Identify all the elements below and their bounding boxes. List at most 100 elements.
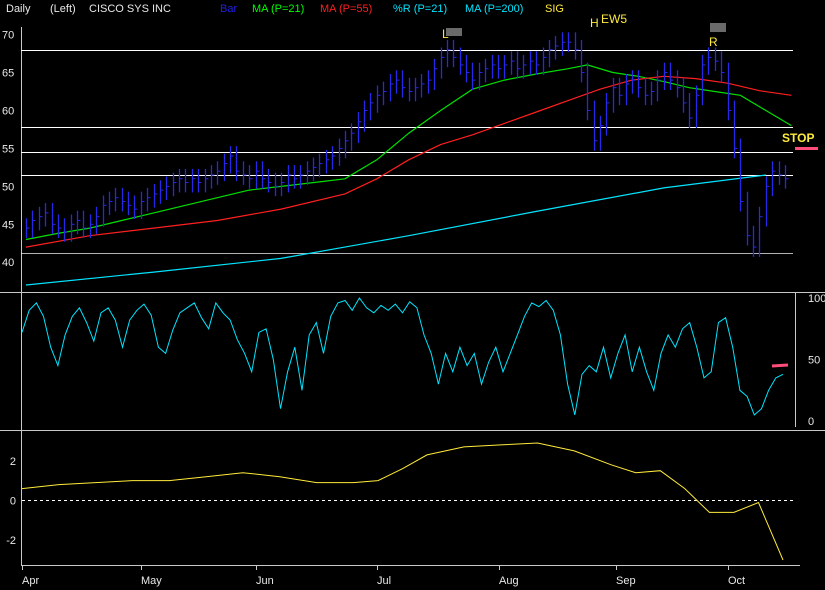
price-bar	[695, 85, 700, 128]
sig-tick-2: 2	[10, 456, 16, 468]
price-bar	[542, 47, 547, 75]
price-bar	[714, 47, 719, 72]
price-bar	[344, 130, 349, 159]
signal-panel: 2 0 -2	[6, 442, 795, 561]
price-bar	[51, 203, 56, 235]
price-bar	[338, 138, 343, 166]
r-marker-box	[710, 23, 726, 32]
price-bar	[778, 161, 783, 185]
price-bar	[293, 165, 298, 189]
price-axis-ticks: 70 65 60 55 50 45 40	[2, 30, 14, 270]
price-bar	[229, 146, 234, 174]
price-bar	[401, 70, 406, 98]
price-bar	[446, 39, 451, 68]
price-bar	[676, 70, 681, 98]
price-tick-55: 55	[2, 143, 14, 155]
annotation-stop: STOP	[782, 131, 814, 145]
price-bar	[548, 39, 553, 68]
price-bar	[707, 47, 712, 75]
series-ma21	[25, 64, 792, 241]
price-bar	[510, 51, 515, 75]
price-bar	[561, 32, 566, 56]
series-ma200	[25, 174, 766, 286]
price-bar	[733, 100, 738, 159]
period-label: Daily	[6, 3, 31, 15]
price-bar	[299, 165, 304, 189]
price-bar	[331, 146, 336, 170]
price-bar	[95, 206, 100, 235]
price-bar	[235, 146, 240, 182]
price-bar	[746, 191, 751, 246]
month-label-may: May	[141, 575, 162, 587]
price-bar	[663, 62, 668, 90]
price-bar	[516, 51, 521, 79]
price-bar	[491, 55, 496, 79]
pct-r-tick-100: 100	[808, 293, 825, 305]
price-bar	[178, 168, 183, 193]
price-bar	[471, 62, 476, 90]
price-bar	[459, 47, 464, 75]
price-bar	[503, 55, 508, 79]
price-bar	[784, 165, 789, 189]
price-bar	[191, 168, 196, 193]
panel-frames	[0, 27, 825, 566]
price-bar	[121, 187, 126, 212]
price-bar	[567, 32, 572, 53]
price-bar	[669, 62, 674, 90]
legend-sig: SIG	[545, 3, 564, 15]
price-bar	[612, 77, 617, 113]
price-bar	[248, 165, 253, 189]
price-bar	[146, 187, 151, 212]
price-bar	[382, 81, 387, 106]
price-bar	[242, 161, 247, 185]
price-bar	[758, 206, 763, 257]
price-tick-45: 45	[2, 219, 14, 231]
price-bar	[637, 70, 642, 98]
pct-r-tick-50: 50	[808, 355, 820, 367]
month-label-jul: Jul	[377, 575, 391, 587]
price-tick-70: 70	[2, 30, 14, 42]
pct-r-panel: 100 50 0	[21, 293, 825, 428]
price-tick-50: 50	[2, 181, 14, 193]
price-bar	[89, 214, 94, 238]
scale-side-label: (Left)	[50, 3, 76, 15]
price-horizontal-levels	[21, 50, 793, 254]
month-label-sep: Sep	[616, 575, 636, 587]
price-bar	[440, 47, 445, 79]
price-bar	[216, 161, 221, 185]
price-bar	[433, 58, 438, 90]
price-bar	[605, 93, 610, 136]
price-bar	[650, 81, 655, 106]
price-bar	[376, 85, 381, 113]
price-bar	[287, 165, 292, 193]
price-bar	[325, 149, 330, 174]
month-axis-labels: Apr May Jun Jul Aug Sep Oct	[22, 565, 745, 587]
price-tick-40: 40	[2, 257, 14, 269]
price-bar	[357, 111, 362, 144]
price-bar	[25, 218, 30, 238]
price-bar	[593, 100, 598, 151]
chart-annotations: L H EW5 R STOP	[442, 12, 818, 368]
price-bar	[688, 93, 693, 128]
month-label-oct: Oct	[728, 575, 745, 587]
price-bar	[184, 168, 189, 193]
pct-r-tick-0: 0	[808, 416, 814, 428]
price-bar	[452, 39, 457, 68]
annotation-h: H	[590, 16, 599, 30]
price-bar	[727, 62, 732, 121]
price-bar	[312, 157, 317, 182]
sig-tick--2: -2	[6, 535, 16, 547]
price-bar	[752, 225, 757, 257]
price-bar	[172, 172, 177, 197]
price-bar	[82, 210, 87, 238]
price-bar	[318, 153, 323, 178]
sig-tick-0: 0	[10, 495, 16, 507]
price-bar	[554, 36, 559, 60]
month-label-jun: Jun	[256, 575, 274, 587]
price-bar	[133, 195, 138, 219]
price-bar	[586, 62, 591, 121]
price-bar	[574, 32, 579, 60]
price-bar	[267, 168, 272, 193]
price-bar	[350, 123, 355, 151]
